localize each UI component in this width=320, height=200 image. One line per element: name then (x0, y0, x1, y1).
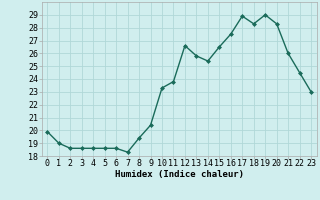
X-axis label: Humidex (Indice chaleur): Humidex (Indice chaleur) (115, 170, 244, 179)
